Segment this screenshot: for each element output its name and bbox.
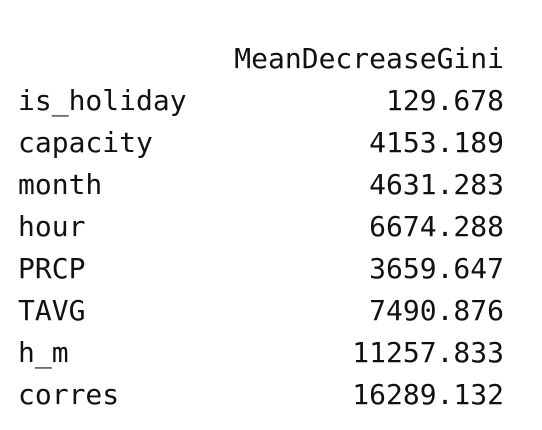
table-header-row: MeanDecreaseGini — [18, 38, 504, 80]
row-name: hour — [18, 210, 86, 243]
table-row: corres 16289.132 — [18, 374, 504, 416]
row-value: 4631.283 — [369, 168, 504, 201]
table-row: month 4631.283 — [18, 164, 504, 206]
row-name: month — [18, 168, 103, 201]
row-value: 7490.876 — [369, 294, 504, 327]
column-header: MeanDecreaseGini — [234, 42, 504, 75]
console-output-table: MeanDecreaseGini is_holiday 129.678 capa… — [18, 38, 504, 416]
row-value: 16289.132 — [352, 378, 504, 411]
row-name: TAVG — [18, 294, 86, 327]
row-name: corres — [18, 378, 120, 411]
table-row: capacity 4153.189 — [18, 122, 504, 164]
table-row: is_holiday 129.678 — [18, 80, 504, 122]
table-row: hour 6674.288 — [18, 206, 504, 248]
table-row: PRCP 3659.647 — [18, 248, 504, 290]
row-value: 3659.647 — [369, 252, 504, 285]
row-value: 4153.189 — [369, 126, 504, 159]
row-value: 6674.288 — [369, 210, 504, 243]
row-name: h_m — [18, 336, 69, 369]
row-name: capacity — [18, 126, 153, 159]
table-row: h_m 11257.833 — [18, 332, 504, 374]
row-value: 11257.833 — [352, 336, 504, 369]
row-name: is_holiday — [18, 84, 187, 117]
row-name: PRCP — [18, 252, 86, 285]
table-row: TAVG 7490.876 — [18, 290, 504, 332]
row-value: 129.678 — [385, 84, 504, 117]
